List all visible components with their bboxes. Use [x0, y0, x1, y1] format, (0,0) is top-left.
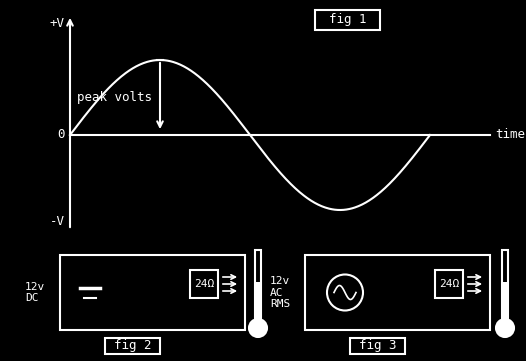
Text: 12v
AC
RMS: 12v AC RMS: [270, 276, 290, 309]
Text: 12v
DC: 12v DC: [25, 282, 45, 303]
Text: 24Ω: 24Ω: [439, 279, 459, 289]
Bar: [305, 255, 490, 330]
Circle shape: [496, 319, 514, 337]
Bar: [435, 270, 463, 298]
Text: +V: +V: [50, 17, 65, 30]
Bar: [503, 282, 507, 320]
Text: -V: -V: [50, 215, 65, 228]
Circle shape: [249, 319, 267, 337]
Text: peak volts: peak volts: [77, 91, 152, 104]
Bar: [255, 250, 261, 320]
Bar: [60, 255, 245, 330]
Circle shape: [327, 274, 363, 310]
Bar: [315, 10, 380, 30]
Text: time: time: [495, 129, 525, 142]
Bar: [105, 338, 160, 354]
Text: fig 2: fig 2: [114, 339, 151, 352]
Text: fig 3: fig 3: [359, 339, 396, 352]
Text: fig 1: fig 1: [329, 13, 366, 26]
Bar: [350, 338, 405, 354]
Bar: [256, 282, 260, 320]
Bar: [190, 270, 218, 298]
Text: 0: 0: [57, 129, 65, 142]
Bar: [502, 250, 508, 320]
Text: 24Ω: 24Ω: [194, 279, 214, 289]
